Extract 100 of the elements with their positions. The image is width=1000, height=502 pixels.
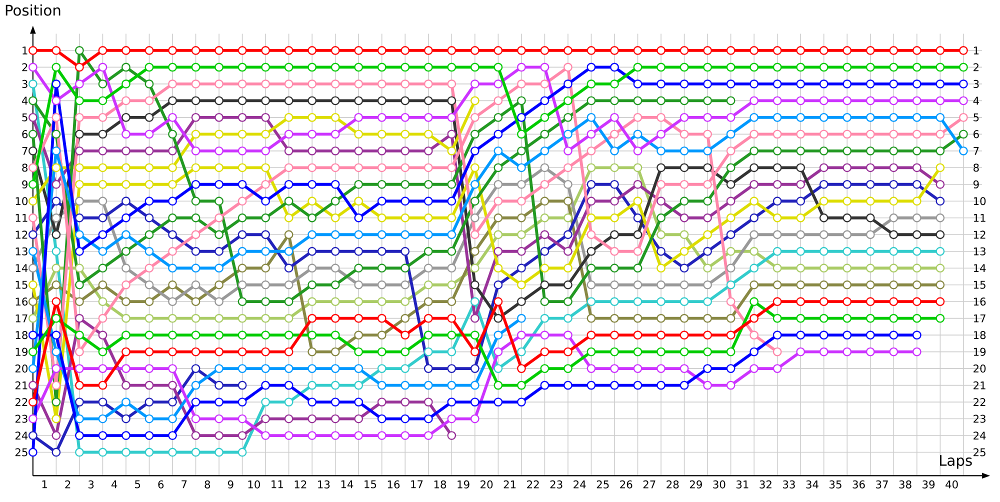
point: [28, 297, 38, 306]
point: [74, 398, 84, 407]
point: [424, 264, 433, 273]
point: [819, 214, 828, 223]
point: [540, 230, 550, 240]
y-tick-label: 24: [15, 432, 28, 440]
point: [330, 348, 340, 356]
point: [633, 348, 642, 356]
point: [400, 414, 410, 424]
point: [656, 96, 666, 106]
point: [354, 230, 364, 240]
point: [330, 314, 340, 323]
point: [28, 280, 38, 290]
point: [586, 163, 596, 172]
point: [703, 62, 712, 72]
point: [516, 314, 526, 323]
point: [889, 297, 898, 306]
point: [122, 280, 130, 290]
point: [354, 130, 364, 139]
point: [819, 62, 828, 72]
point: [912, 247, 922, 256]
point: [842, 330, 852, 340]
point: [586, 80, 596, 89]
point: [400, 348, 410, 356]
point: [516, 130, 526, 139]
point: [866, 230, 875, 240]
x-tick-label: 34: [806, 480, 818, 489]
point: [842, 280, 852, 290]
point: [214, 264, 224, 273]
point: [889, 330, 898, 340]
point: [330, 414, 340, 424]
point: [842, 163, 852, 172]
point: [494, 196, 503, 206]
point: [889, 280, 898, 290]
point: [261, 381, 270, 390]
point: [122, 264, 130, 273]
point: [564, 62, 572, 72]
point: [516, 381, 526, 390]
point: [586, 314, 596, 323]
point: [470, 280, 480, 290]
point: [308, 46, 317, 56]
point: [424, 113, 433, 122]
point: [52, 314, 61, 323]
y-tick-label: 11: [16, 214, 28, 222]
point: [540, 330, 550, 340]
point: [377, 431, 386, 440]
point: [772, 163, 782, 172]
x-tick-label: 9: [228, 480, 234, 489]
y-tick-label: 10: [16, 197, 28, 206]
point: [610, 330, 619, 340]
point: [889, 196, 898, 206]
point: [447, 314, 456, 323]
x-tick-label: 21: [504, 480, 516, 488]
point: [28, 364, 38, 374]
point: [424, 414, 433, 424]
point: [261, 414, 270, 424]
point: [586, 180, 596, 190]
point: [958, 96, 968, 106]
point: [191, 398, 200, 407]
point: [122, 96, 130, 106]
point: [74, 280, 84, 290]
point: [819, 96, 828, 106]
point: [889, 264, 898, 273]
point: [494, 46, 503, 56]
point: [936, 247, 945, 256]
point: [238, 381, 247, 390]
point: [52, 113, 61, 122]
point: [726, 330, 736, 340]
point: [144, 96, 154, 106]
point: [122, 230, 130, 240]
point: [424, 314, 433, 323]
point: [308, 280, 317, 290]
point: [726, 113, 736, 122]
point: [424, 62, 433, 72]
point: [656, 364, 666, 374]
point: [796, 80, 806, 89]
y-axis-title: Position: [6, 4, 60, 16]
x-tick-label: 14: [341, 480, 354, 488]
point: [470, 146, 480, 156]
point: [284, 364, 294, 374]
point: [866, 314, 875, 323]
point: [214, 414, 224, 424]
point: [330, 96, 340, 106]
point: [796, 297, 806, 306]
point: [330, 196, 340, 206]
point: [796, 230, 806, 240]
point: [540, 297, 550, 306]
point: [424, 330, 433, 340]
point: [447, 330, 456, 340]
point: [400, 364, 410, 374]
point: [772, 364, 782, 374]
point: [168, 330, 177, 340]
point: [191, 214, 200, 223]
x-tick-label: 18: [434, 480, 446, 489]
y2-tick-label: 16: [974, 298, 986, 306]
point: [912, 196, 922, 206]
point: [284, 180, 294, 190]
point: [796, 247, 806, 256]
point: [28, 113, 38, 122]
point: [564, 96, 572, 106]
